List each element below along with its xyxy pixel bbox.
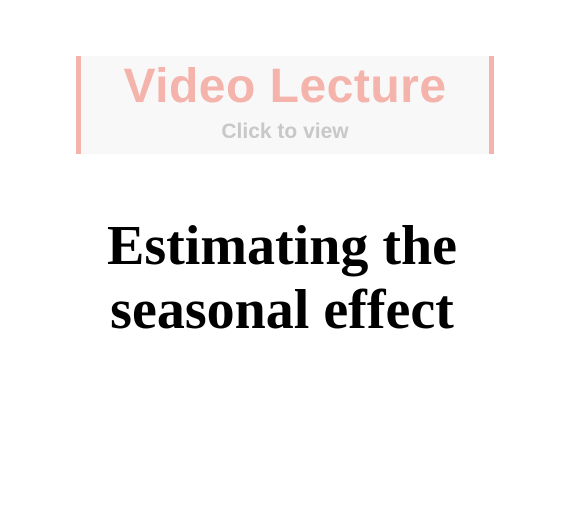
video-lecture-link[interactable]: Video Lecture Click to view	[76, 56, 494, 154]
click-to-view-label: Click to view	[221, 120, 349, 143]
page-title: Estimating the seasonal effect	[0, 214, 564, 342]
video-lecture-title: Video Lecture	[123, 60, 447, 113]
page-title-line-2: seasonal effect	[110, 279, 454, 341]
page-title-line-1: Estimating the	[107, 215, 457, 277]
banner-right-bar	[489, 56, 494, 154]
banner-left-bar	[76, 56, 81, 154]
